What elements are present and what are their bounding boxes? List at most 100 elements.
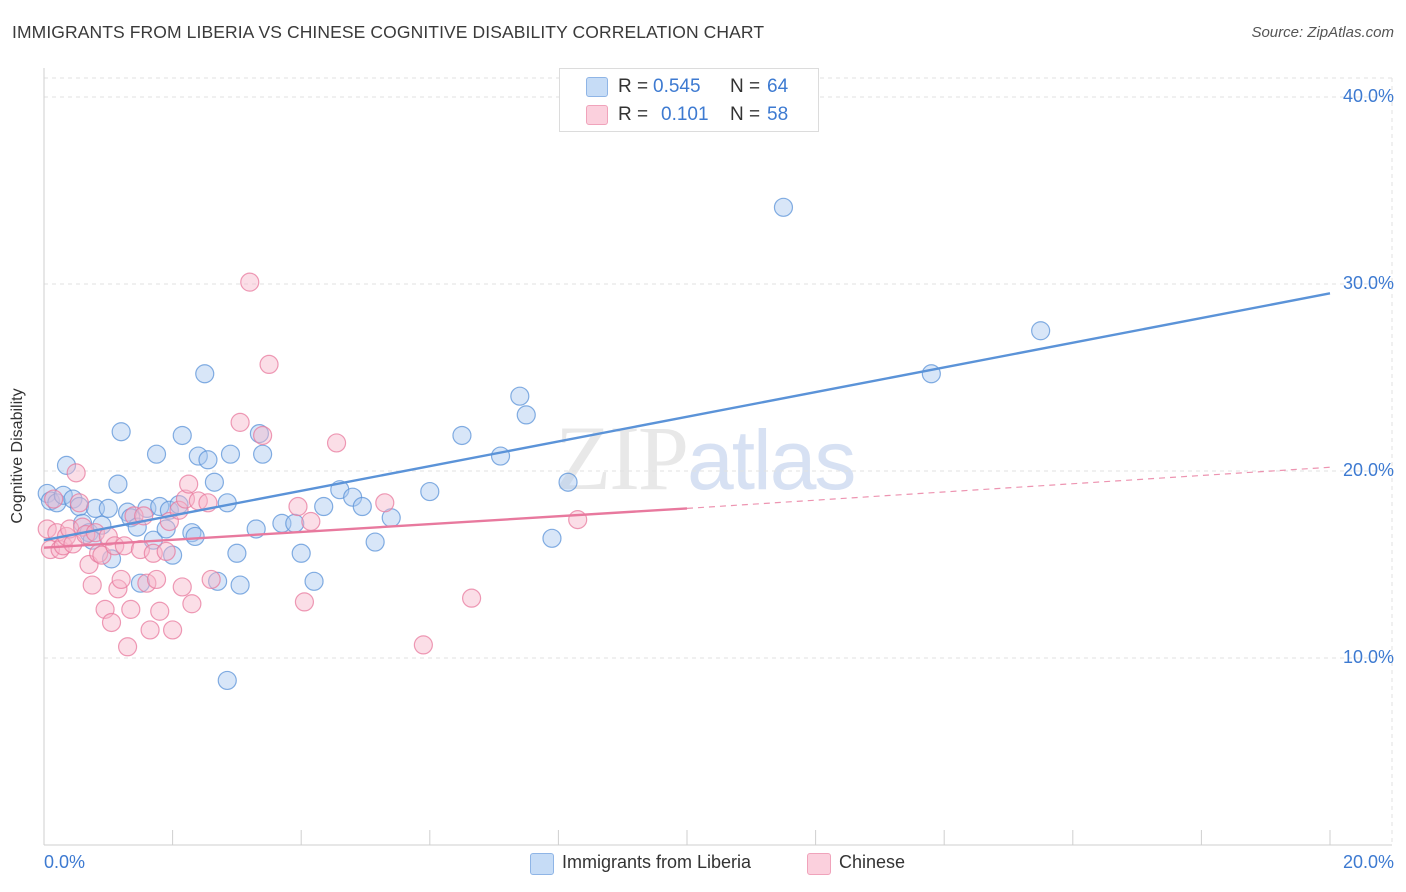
data-point-liberia [352, 496, 372, 517]
stats-n-value: 58 [767, 104, 789, 125]
watermark-zip: ZIP [555, 407, 689, 509]
data-point-chinese [375, 493, 395, 513]
data-point-liberia [195, 364, 215, 384]
data-point-liberia [227, 543, 247, 563]
data-point-liberia [217, 670, 237, 691]
data-point-chinese [259, 354, 279, 375]
data-point-chinese [140, 620, 160, 640]
data-point-chinese [66, 463, 86, 483]
data-point-liberia [150, 496, 170, 517]
data-point-chinese [82, 575, 102, 595]
data-point-chinese [105, 536, 125, 556]
data-point-liberia [516, 405, 536, 425]
trend-line-chinese [43, 507, 688, 549]
stats-swatch-liberia [586, 77, 608, 97]
data-point-chinese [163, 620, 183, 640]
data-point-chinese [253, 425, 273, 446]
x-tick-label-max: 20.0% [1342, 852, 1394, 872]
data-point-chinese [92, 545, 112, 565]
data-point-liberia [98, 498, 118, 518]
data-point-chinese [413, 635, 433, 655]
data-point-liberia [53, 485, 73, 505]
watermark-atlas: atlas [687, 413, 856, 507]
data-point-liberia [185, 526, 205, 547]
data-point-liberia [314, 496, 334, 517]
data-point-liberia [542, 528, 562, 548]
data-point-liberia [558, 472, 578, 492]
stats-r-value: 0.545 [653, 76, 701, 97]
data-point-liberia [47, 493, 67, 513]
data-point-chinese [146, 569, 167, 590]
watermark: ZIPatlas [555, 405, 856, 511]
stats-row-chinese: R = 0.101 N = 58 [560, 102, 818, 128]
data-point-chinese [294, 592, 315, 612]
stats-row-liberia: R = 0.545 N = 64 [560, 74, 818, 100]
data-point-chinese [111, 569, 131, 590]
data-point-liberia [291, 543, 311, 563]
x-tick-label-min: 0.0% [44, 852, 86, 872]
data-point-chinese [288, 496, 308, 517]
data-point-liberia [188, 446, 208, 466]
data-point-chinese [230, 412, 250, 432]
legend: Immigrants from Liberia Chinese [0, 852, 1406, 878]
data-point-chinese [182, 594, 202, 614]
legend-label-liberia: Immigrants from Liberia [562, 852, 752, 872]
stats-r-label: R = [618, 104, 649, 125]
stats-r-value: 0.101 [661, 104, 709, 125]
data-point-liberia [249, 424, 270, 444]
stats-n-value: 64 [767, 76, 789, 97]
data-point-liberia [56, 455, 77, 475]
data-point-chinese [156, 541, 176, 562]
data-point-chinese [137, 573, 157, 593]
data-point-chinese [130, 539, 151, 560]
data-point-liberia [208, 571, 228, 591]
data-point-chinese [44, 489, 64, 509]
data-point-chinese [240, 272, 260, 292]
data-point-chinese [461, 588, 482, 608]
stats-r-label: R = [618, 76, 649, 97]
data-point-chinese [301, 511, 321, 532]
data-point-liberia [111, 422, 131, 442]
data-point-chinese [117, 637, 138, 657]
data-point-liberia [773, 197, 794, 217]
y-axis-label: Cognitive Disability [9, 388, 26, 524]
source-credit: Source: ZipAtlas.com [1251, 24, 1394, 41]
legend-swatch-chinese [807, 853, 831, 875]
chart-title: IMMIGRANTS FROM LIBERIA VS CHINESE COGNI… [12, 22, 765, 42]
data-point-liberia [452, 425, 472, 446]
data-point-liberia [285, 513, 305, 533]
data-point-chinese [37, 519, 57, 539]
data-point-liberia [220, 444, 241, 464]
data-point-chinese [179, 474, 199, 494]
stats-box: R = 0.545 N = 64 R = 0.101 N = 58 [559, 68, 819, 132]
data-point-chinese [124, 506, 144, 526]
data-point-chinese [201, 569, 221, 590]
legend-swatch-liberia [530, 853, 554, 875]
y-tick-label: 30.0% [1342, 273, 1394, 293]
y-tick-label: 40.0% [1342, 86, 1394, 106]
gridlines [44, 77, 1393, 845]
data-point-liberia [230, 575, 250, 595]
axes [43, 68, 1392, 846]
data-point-liberia [1031, 321, 1051, 341]
stats-swatch-chinese [586, 105, 608, 125]
data-point-liberia [172, 425, 192, 446]
stats-n-label: N = [730, 76, 761, 97]
y-tick-label: 20.0% [1342, 460, 1394, 480]
data-point-liberia [130, 573, 151, 593]
data-point-chinese [101, 612, 122, 633]
trend-line-chinese-extension [686, 466, 1331, 509]
data-point-liberia [510, 386, 530, 406]
data-point-chinese [40, 539, 61, 560]
data-point-liberia [253, 444, 273, 464]
data-point-chinese [121, 599, 141, 619]
stats-n-label: N = [730, 104, 761, 125]
data-point-liberia [365, 532, 385, 552]
data-point-liberia [304, 571, 324, 591]
data-point-liberia [420, 481, 440, 502]
data-point-liberia [198, 450, 218, 470]
data-point-chinese [326, 433, 347, 453]
data-point-liberia [490, 446, 511, 466]
data-point-chinese [69, 493, 89, 513]
